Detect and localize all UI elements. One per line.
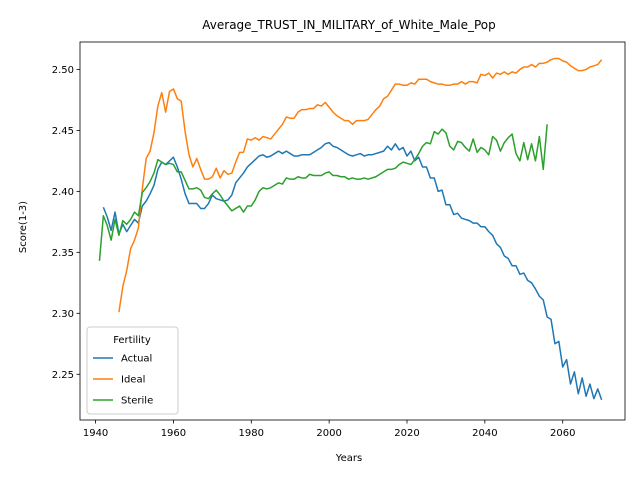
legend-label-actual: Actual [121, 354, 152, 365]
y-tick-label: 2.25 [52, 370, 74, 381]
y-tick-label: 2.30 [52, 309, 74, 320]
x-tick-label: 2040 [472, 428, 497, 439]
y-tick-label: 2.35 [52, 248, 74, 259]
chart-title: Average_TRUST_IN_MILITARY_of_White_Male_… [202, 18, 495, 32]
x-tick-label: 2060 [550, 428, 575, 439]
x-tick-label: 1980 [239, 428, 264, 439]
x-tick-label: 2020 [394, 428, 419, 439]
legend: Fertility Actual Ideal Sterile [87, 327, 178, 414]
y-tick-label: 2.50 [52, 65, 74, 76]
x-tick-label: 2000 [316, 428, 341, 439]
legend-label-ideal: Ideal [121, 375, 145, 386]
x-tick-label: 1960 [161, 428, 186, 439]
y-axis-label: Score(1-3) [18, 201, 29, 253]
x-tick-label: 1940 [83, 428, 108, 439]
legend-title: Fertility [113, 335, 151, 346]
legend-label-sterile: Sterile [121, 396, 153, 407]
y-tick-label: 2.40 [52, 187, 74, 198]
y-tick-label: 2.45 [52, 126, 74, 137]
x-axis-label: Years [335, 453, 362, 464]
